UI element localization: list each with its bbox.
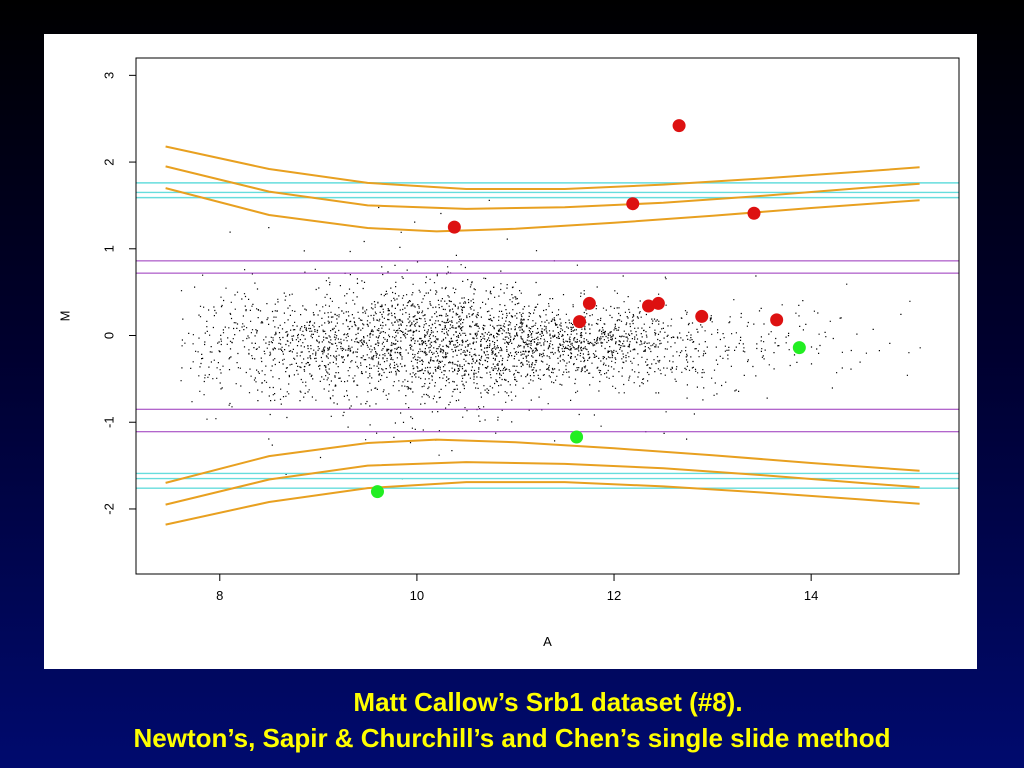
y-tick-label-3: 3 [101, 72, 116, 79]
highlighted-points [370, 119, 806, 499]
red-point-0 [447, 220, 461, 234]
green-point-0 [370, 485, 384, 499]
plot-panel: 8 10 12 14 -2 -1 0 1 2 3 A M [44, 34, 977, 669]
x-tick-label-12: 12 [607, 588, 621, 603]
x-tick-label-14: 14 [804, 588, 818, 603]
orange-curve-5 [165, 481, 920, 526]
y-axis: -2 -1 0 1 2 3 [101, 72, 136, 515]
y-tick-label--1: -1 [101, 416, 116, 428]
orange-curve-4 [165, 461, 920, 506]
red-point-3 [626, 197, 640, 211]
background-points [180, 199, 921, 480]
x-tick-label-8: 8 [216, 588, 223, 603]
y-axis-label: M [57, 311, 72, 322]
green-point-1 [570, 430, 584, 444]
y-tick-label--2: -2 [101, 503, 116, 515]
x-axis-label: A [543, 634, 552, 649]
red-point-5 [651, 296, 665, 310]
orange-curve-3 [165, 438, 920, 484]
x-tick-label-10: 10 [410, 588, 424, 603]
red-point-6 [672, 119, 686, 133]
caption-line-1: Matt Callow’s Srb1 dataset (#8). [353, 687, 743, 717]
orange-curve-2 [165, 187, 920, 233]
slide-caption: Matt Callow’s Srb1 dataset (#8). Newton’… [0, 684, 1024, 756]
orange-curve-0 [165, 145, 920, 190]
orange-curves [165, 145, 920, 526]
red-point-8 [747, 206, 761, 220]
red-point-9 [770, 313, 784, 327]
y-tick-label-1: 1 [101, 245, 116, 252]
red-point-2 [582, 296, 596, 310]
orange-curve-1 [165, 165, 920, 210]
red-point-7 [695, 309, 709, 323]
red-point-1 [573, 315, 587, 329]
red-point-4 [642, 299, 656, 313]
y-tick-label-0: 0 [101, 332, 116, 339]
plot-frame [135, 57, 960, 575]
background-point-cloud [180, 199, 921, 480]
x-axis: 8 10 12 14 [216, 573, 818, 603]
threshold-lines [136, 182, 959, 489]
green-point-2 [792, 341, 806, 355]
y-tick-label-2: 2 [101, 158, 116, 165]
caption-line-2: Newton’s, Sapir & Churchill’s and Chen’s… [133, 723, 891, 753]
